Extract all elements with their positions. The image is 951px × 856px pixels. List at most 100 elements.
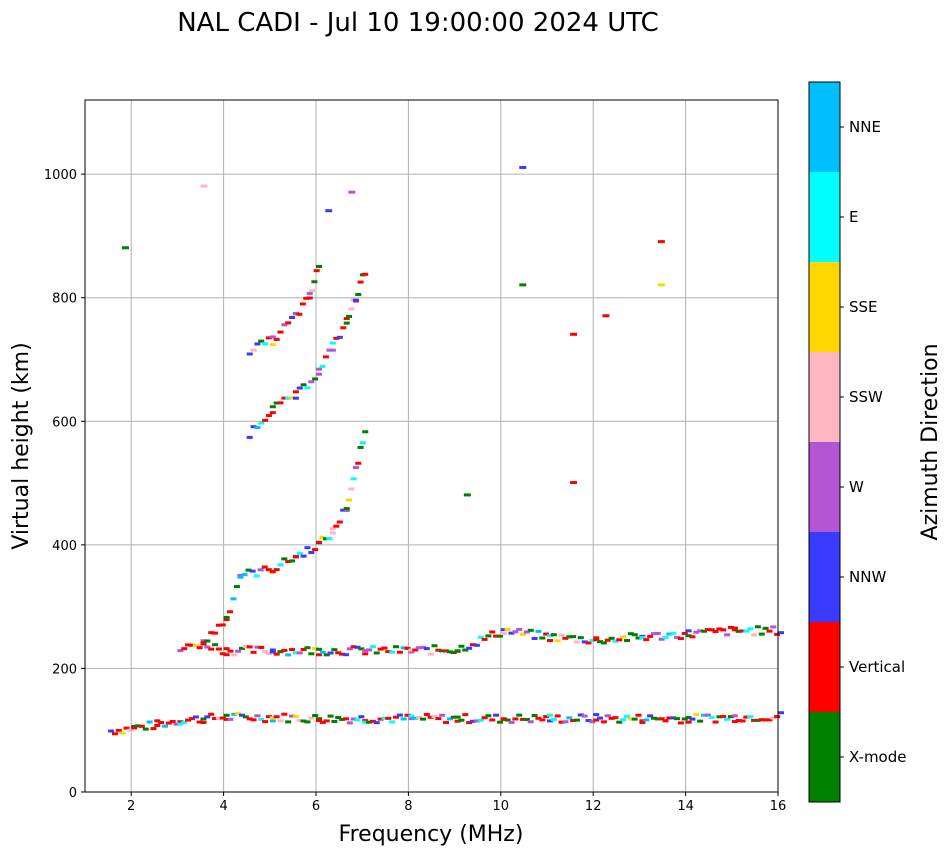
y-tick-label: 200 bbox=[52, 662, 77, 677]
echo-mark bbox=[333, 336, 340, 340]
echo-mark bbox=[340, 326, 347, 330]
echo-mark bbox=[504, 718, 511, 722]
echo-mark bbox=[689, 635, 696, 639]
echo-mark bbox=[281, 396, 288, 400]
echo-mark bbox=[731, 720, 738, 724]
echo-mark bbox=[520, 632, 527, 636]
echo-mark bbox=[300, 719, 307, 723]
echo-mark bbox=[350, 645, 357, 649]
echo-mark bbox=[419, 645, 426, 649]
echo-mark bbox=[289, 316, 296, 320]
chart-title: NAL CADI - Jul 10 19:00:00 2024 UTC bbox=[177, 8, 659, 38]
echo-mark bbox=[273, 568, 280, 572]
echo-mark bbox=[716, 715, 723, 719]
echo-mark bbox=[223, 713, 230, 717]
echo-mark bbox=[265, 336, 272, 340]
echo-mark bbox=[359, 441, 366, 445]
echo-mark bbox=[343, 321, 350, 325]
y-axis-ticks: 0 200 400 600 800 1000 bbox=[44, 168, 85, 801]
echo-mark bbox=[269, 569, 276, 573]
echo-mark bbox=[743, 715, 750, 719]
echo-mark bbox=[593, 638, 600, 642]
echo-mark bbox=[635, 636, 642, 640]
echo-mark bbox=[674, 717, 681, 721]
echo-mark bbox=[570, 332, 578, 336]
echo-mark bbox=[362, 649, 369, 653]
echo-mark bbox=[593, 636, 600, 640]
echo-mark bbox=[188, 717, 195, 721]
echo-mark bbox=[246, 352, 253, 356]
echo-mark bbox=[431, 714, 438, 718]
echo-mark bbox=[296, 718, 303, 722]
echo-mark bbox=[639, 720, 646, 724]
echo-mark bbox=[677, 637, 684, 641]
echo-mark bbox=[762, 626, 769, 630]
echo-mark bbox=[693, 630, 700, 634]
echo-mark bbox=[419, 717, 426, 721]
echo-mark bbox=[303, 296, 310, 300]
echo-mark bbox=[311, 280, 318, 284]
echo-mark bbox=[192, 644, 199, 648]
echo-mark bbox=[281, 323, 288, 327]
echo-mark bbox=[219, 652, 226, 656]
echo-mark bbox=[570, 635, 577, 639]
echo-mark bbox=[177, 720, 184, 724]
echo-mark bbox=[249, 569, 256, 573]
echo-mark bbox=[462, 713, 469, 717]
echo-mark bbox=[227, 610, 234, 614]
echo-mark bbox=[233, 585, 240, 589]
echo-mark bbox=[258, 339, 265, 343]
echo-mark bbox=[354, 718, 361, 722]
echo-marks bbox=[108, 165, 784, 736]
echo-mark bbox=[581, 714, 588, 718]
echo-mark bbox=[573, 718, 580, 722]
echo-mark bbox=[751, 633, 758, 637]
echo-mark bbox=[778, 711, 784, 715]
colorbar: X-mode Vertical NNW W SSW SSE E NNE bbox=[808, 81, 906, 803]
echo-mark bbox=[277, 650, 284, 654]
echo-mark bbox=[516, 627, 523, 631]
echo-mark bbox=[246, 435, 253, 439]
echo-mark bbox=[258, 717, 265, 721]
echo-mark bbox=[647, 714, 654, 718]
echo-mark bbox=[731, 628, 738, 632]
echo-mark bbox=[493, 713, 500, 717]
echo-mark bbox=[658, 717, 665, 721]
echo-mark bbox=[127, 728, 134, 732]
echo-mark bbox=[735, 719, 742, 723]
echo-mark bbox=[300, 647, 307, 651]
echo-mark bbox=[724, 633, 731, 637]
echo-mark bbox=[269, 648, 276, 652]
echo-mark bbox=[366, 720, 373, 724]
echo-mark bbox=[408, 714, 415, 718]
echo-mark bbox=[612, 639, 619, 643]
colorbar-frame bbox=[808, 81, 841, 803]
echo-mark bbox=[262, 650, 269, 654]
echo-mark bbox=[477, 635, 484, 639]
echo-mark bbox=[662, 635, 669, 639]
x-tick-label: 8 bbox=[404, 799, 412, 814]
echo-mark bbox=[670, 716, 677, 720]
echo-mark bbox=[778, 631, 784, 635]
x-axis-ticks: 2 4 6 8 10 12 14 16 bbox=[127, 792, 786, 814]
echo-mark bbox=[308, 652, 315, 656]
echo-mark bbox=[512, 717, 519, 721]
echo-mark bbox=[269, 405, 276, 409]
echo-mark bbox=[277, 330, 284, 334]
echo-mark bbox=[277, 563, 284, 567]
echo-mark bbox=[731, 714, 738, 718]
echo-mark bbox=[747, 715, 754, 719]
echo-mark bbox=[408, 650, 415, 654]
echo-mark bbox=[319, 650, 326, 654]
echo-mark bbox=[246, 645, 253, 649]
echo-mark bbox=[177, 722, 184, 726]
echo-mark bbox=[373, 721, 380, 725]
echo-mark bbox=[650, 632, 657, 636]
echo-mark bbox=[604, 638, 611, 642]
echo-mark bbox=[377, 717, 384, 721]
echo-mark bbox=[242, 645, 249, 649]
echo-mark bbox=[412, 716, 419, 720]
echo-mark bbox=[350, 477, 357, 481]
echo-mark bbox=[477, 718, 484, 722]
